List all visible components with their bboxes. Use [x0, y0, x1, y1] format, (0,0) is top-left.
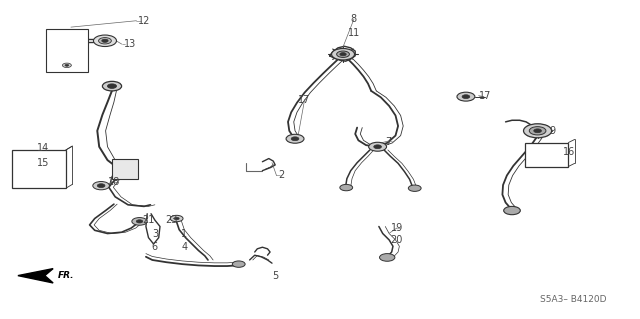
- Text: 6: 6: [152, 242, 158, 252]
- Text: 7: 7: [385, 137, 392, 147]
- Text: 12: 12: [138, 16, 150, 26]
- Text: 14: 14: [37, 143, 50, 153]
- Circle shape: [232, 261, 245, 267]
- Text: 8: 8: [351, 14, 357, 24]
- Text: 20: 20: [390, 235, 403, 245]
- Text: 4: 4: [181, 242, 188, 252]
- Text: 2: 2: [278, 170, 285, 181]
- Text: 19: 19: [390, 223, 403, 233]
- Text: FR.: FR.: [58, 271, 75, 280]
- Circle shape: [524, 124, 552, 138]
- Circle shape: [136, 220, 143, 223]
- Polygon shape: [18, 269, 53, 283]
- Text: S5A3– B4120D: S5A3– B4120D: [540, 295, 606, 304]
- Circle shape: [97, 184, 105, 188]
- Circle shape: [340, 53, 346, 56]
- Text: 15: 15: [37, 158, 50, 168]
- Circle shape: [534, 129, 541, 133]
- Circle shape: [170, 215, 183, 222]
- Circle shape: [102, 39, 108, 42]
- Circle shape: [462, 95, 470, 99]
- Bar: [46, 29, 88, 72]
- Circle shape: [99, 38, 111, 44]
- Circle shape: [374, 145, 381, 149]
- Circle shape: [337, 51, 349, 57]
- Circle shape: [174, 217, 179, 220]
- Circle shape: [286, 134, 304, 143]
- Text: 23: 23: [165, 215, 178, 225]
- Circle shape: [529, 127, 546, 135]
- Bar: [112, 159, 138, 179]
- Circle shape: [340, 184, 353, 191]
- Circle shape: [380, 254, 395, 261]
- Circle shape: [369, 142, 387, 151]
- Circle shape: [93, 182, 109, 190]
- Circle shape: [408, 185, 421, 191]
- Text: 11: 11: [348, 28, 360, 38]
- Text: 1: 1: [181, 228, 188, 239]
- Text: 3: 3: [152, 228, 158, 239]
- Bar: [525, 143, 568, 167]
- Bar: [12, 150, 66, 188]
- Text: 5: 5: [272, 271, 278, 281]
- Text: 18: 18: [108, 177, 120, 187]
- Circle shape: [504, 206, 520, 215]
- Text: 13: 13: [124, 39, 136, 49]
- Circle shape: [132, 218, 147, 225]
- Text: 9: 9: [549, 126, 556, 136]
- Circle shape: [102, 81, 122, 91]
- Circle shape: [332, 48, 355, 60]
- Text: 16: 16: [563, 146, 575, 157]
- Text: 21: 21: [142, 215, 155, 225]
- Text: 17: 17: [298, 95, 310, 106]
- Circle shape: [93, 35, 116, 47]
- Circle shape: [108, 84, 116, 88]
- Circle shape: [62, 63, 72, 68]
- Circle shape: [457, 92, 475, 101]
- Text: 17: 17: [479, 91, 491, 101]
- Circle shape: [291, 137, 299, 141]
- Circle shape: [65, 64, 69, 66]
